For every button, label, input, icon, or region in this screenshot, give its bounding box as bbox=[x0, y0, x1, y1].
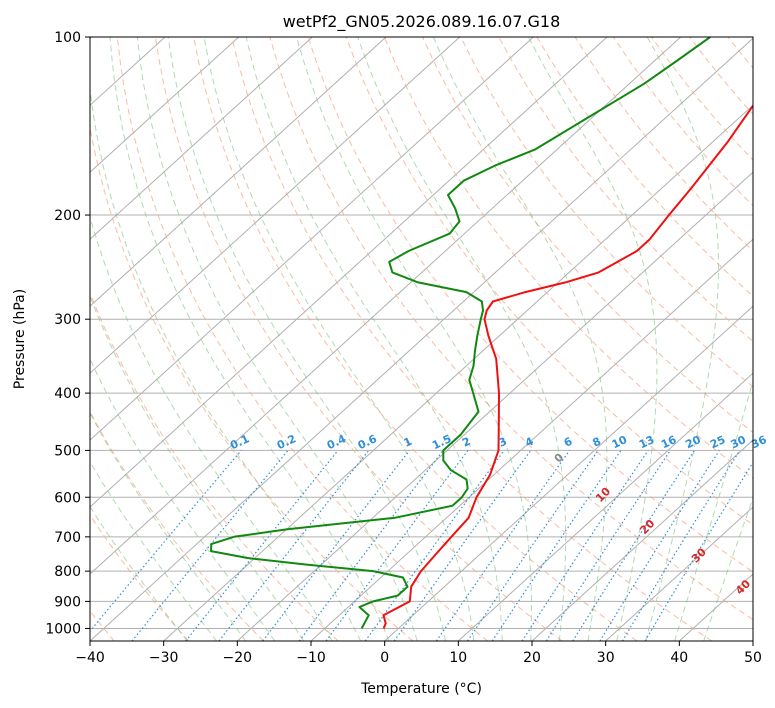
isotherm-line bbox=[236, 171, 753, 641]
mixing-ratio-label: 10 bbox=[610, 433, 630, 451]
moist-adiabat-line bbox=[645, 37, 720, 641]
isotherm-line bbox=[310, 238, 753, 641]
moist-adiabat-line bbox=[167, 37, 447, 641]
x-tick-label: 30 bbox=[597, 650, 615, 666]
x-tick-label: −30 bbox=[149, 650, 179, 666]
isotherm-line bbox=[90, 37, 461, 374]
isotherm-line bbox=[90, 37, 534, 441]
isotherm-line bbox=[531, 439, 753, 641]
mixing-ratio-line bbox=[621, 450, 741, 641]
temperature-profile-line bbox=[382, 103, 753, 629]
dry-adiabat-line bbox=[231, 37, 712, 641]
isotherm-line bbox=[90, 37, 608, 508]
dry-adiabat-line bbox=[154, 37, 563, 641]
dry-adiabat-line bbox=[345, 37, 753, 526]
moist-adiabat-line bbox=[90, 294, 304, 641]
mixing-ratio-line bbox=[262, 450, 410, 641]
x-tick-label: 0 bbox=[380, 650, 389, 666]
moist-adiabat-line bbox=[109, 37, 390, 641]
moist-adiabat-line bbox=[90, 505, 188, 641]
moist-adiabat-line bbox=[674, 379, 753, 641]
mixing-ratio-line bbox=[325, 450, 469, 641]
y-tick-label: 100 bbox=[54, 30, 81, 46]
moist-adiabat-line bbox=[703, 496, 753, 641]
isotherm-line bbox=[605, 506, 753, 641]
y-tick-label: 400 bbox=[54, 386, 81, 402]
moist-adiabat-line bbox=[357, 37, 567, 641]
mixing-ratio-line bbox=[572, 450, 696, 641]
y-tick-label: 700 bbox=[54, 530, 81, 546]
mixing-ratio-line bbox=[521, 450, 649, 641]
plot-frame bbox=[89, 36, 754, 642]
y-tick-label: 500 bbox=[54, 443, 81, 459]
moist-adiabat-line bbox=[245, 37, 503, 641]
y-tick-label: 900 bbox=[54, 594, 81, 610]
moist-adiabat-line bbox=[296, 37, 532, 641]
mixing-ratio-label: 16 bbox=[659, 433, 679, 451]
x-tick-label: 40 bbox=[670, 650, 688, 666]
dry-adiabat-line bbox=[307, 37, 753, 573]
moist-adiabat-line bbox=[90, 357, 276, 641]
isotherm-line bbox=[457, 372, 753, 641]
x-tick-label: 10 bbox=[449, 650, 467, 666]
dry-adiabat-line bbox=[116, 37, 488, 641]
profiles-layer bbox=[210, 37, 753, 629]
dry-adiabat-line bbox=[269, 37, 753, 621]
y-tick-label: 200 bbox=[54, 208, 81, 224]
moist-adiabat-line bbox=[432, 37, 608, 641]
mixing-ratio-line bbox=[90, 450, 242, 633]
mixing-ratio-line bbox=[298, 450, 444, 641]
dry-adiabat-line bbox=[193, 37, 638, 641]
isotherm-line bbox=[90, 37, 313, 240]
x-tick-label: −40 bbox=[75, 650, 105, 666]
mixing-ratio-line bbox=[545, 450, 671, 641]
x-axis-label: Temperature (°C) bbox=[360, 681, 482, 697]
mixing-ratio-label: 36 bbox=[749, 433, 769, 451]
mixing-ratio-label: 25 bbox=[708, 433, 727, 451]
mixing-ratio-label: 13 bbox=[637, 433, 656, 451]
isotherm-line bbox=[90, 37, 240, 173]
dewpoint-profile-line bbox=[210, 37, 711, 629]
grid-layer bbox=[90, 37, 753, 641]
y-tick-label: 1000 bbox=[45, 622, 81, 638]
x-tick-label: 20 bbox=[523, 650, 541, 666]
moist-adiabat-line bbox=[90, 85, 362, 641]
x-tick-label: −20 bbox=[223, 650, 253, 666]
mixing-ratio-line bbox=[435, 450, 571, 641]
mixing-ratio-line bbox=[364, 450, 505, 641]
x-tick-label: 50 bbox=[744, 650, 762, 666]
axes-layer: −40 −30 −20 −10 0 10 20 30 40 50 100 200 300 400 500 60… bbox=[45, 30, 762, 666]
dry-adiabat-line bbox=[90, 410, 264, 641]
y-tick-label: 600 bbox=[54, 490, 81, 506]
isotherm-line bbox=[90, 37, 387, 307]
moist-adiabat-line bbox=[90, 460, 217, 641]
mixing-ratio-line bbox=[131, 450, 289, 641]
mixing-ratio-label: 30 bbox=[729, 433, 749, 451]
isotherm-line bbox=[90, 37, 682, 575]
mixing-ratio-line bbox=[491, 450, 622, 641]
moist-adiabat-line bbox=[203, 37, 475, 641]
mixing-ratio-line bbox=[466, 450, 599, 641]
y-axis-label: Pressure (hPa) bbox=[12, 289, 28, 389]
mixing-ratio-line bbox=[185, 450, 339, 641]
isotherm-line bbox=[384, 305, 753, 641]
moist-adiabat-line bbox=[90, 215, 333, 641]
chart-title: wetPf2_GN05.2026.089.16.07.G18 bbox=[283, 12, 561, 32]
dry-adiabat-line bbox=[90, 124, 414, 641]
y-tick-label: 800 bbox=[54, 564, 81, 580]
mixing-ratio-label: 20 bbox=[683, 433, 703, 451]
isotherm-line bbox=[163, 104, 753, 641]
mixing-ratio-line bbox=[393, 450, 532, 641]
moist-adiabat-line bbox=[136, 37, 418, 641]
y-tick-label: 300 bbox=[54, 312, 81, 328]
dry-adiabat-line bbox=[90, 514, 190, 641]
x-tick-label: −10 bbox=[296, 650, 326, 666]
moist-adiabat-line bbox=[90, 411, 247, 641]
